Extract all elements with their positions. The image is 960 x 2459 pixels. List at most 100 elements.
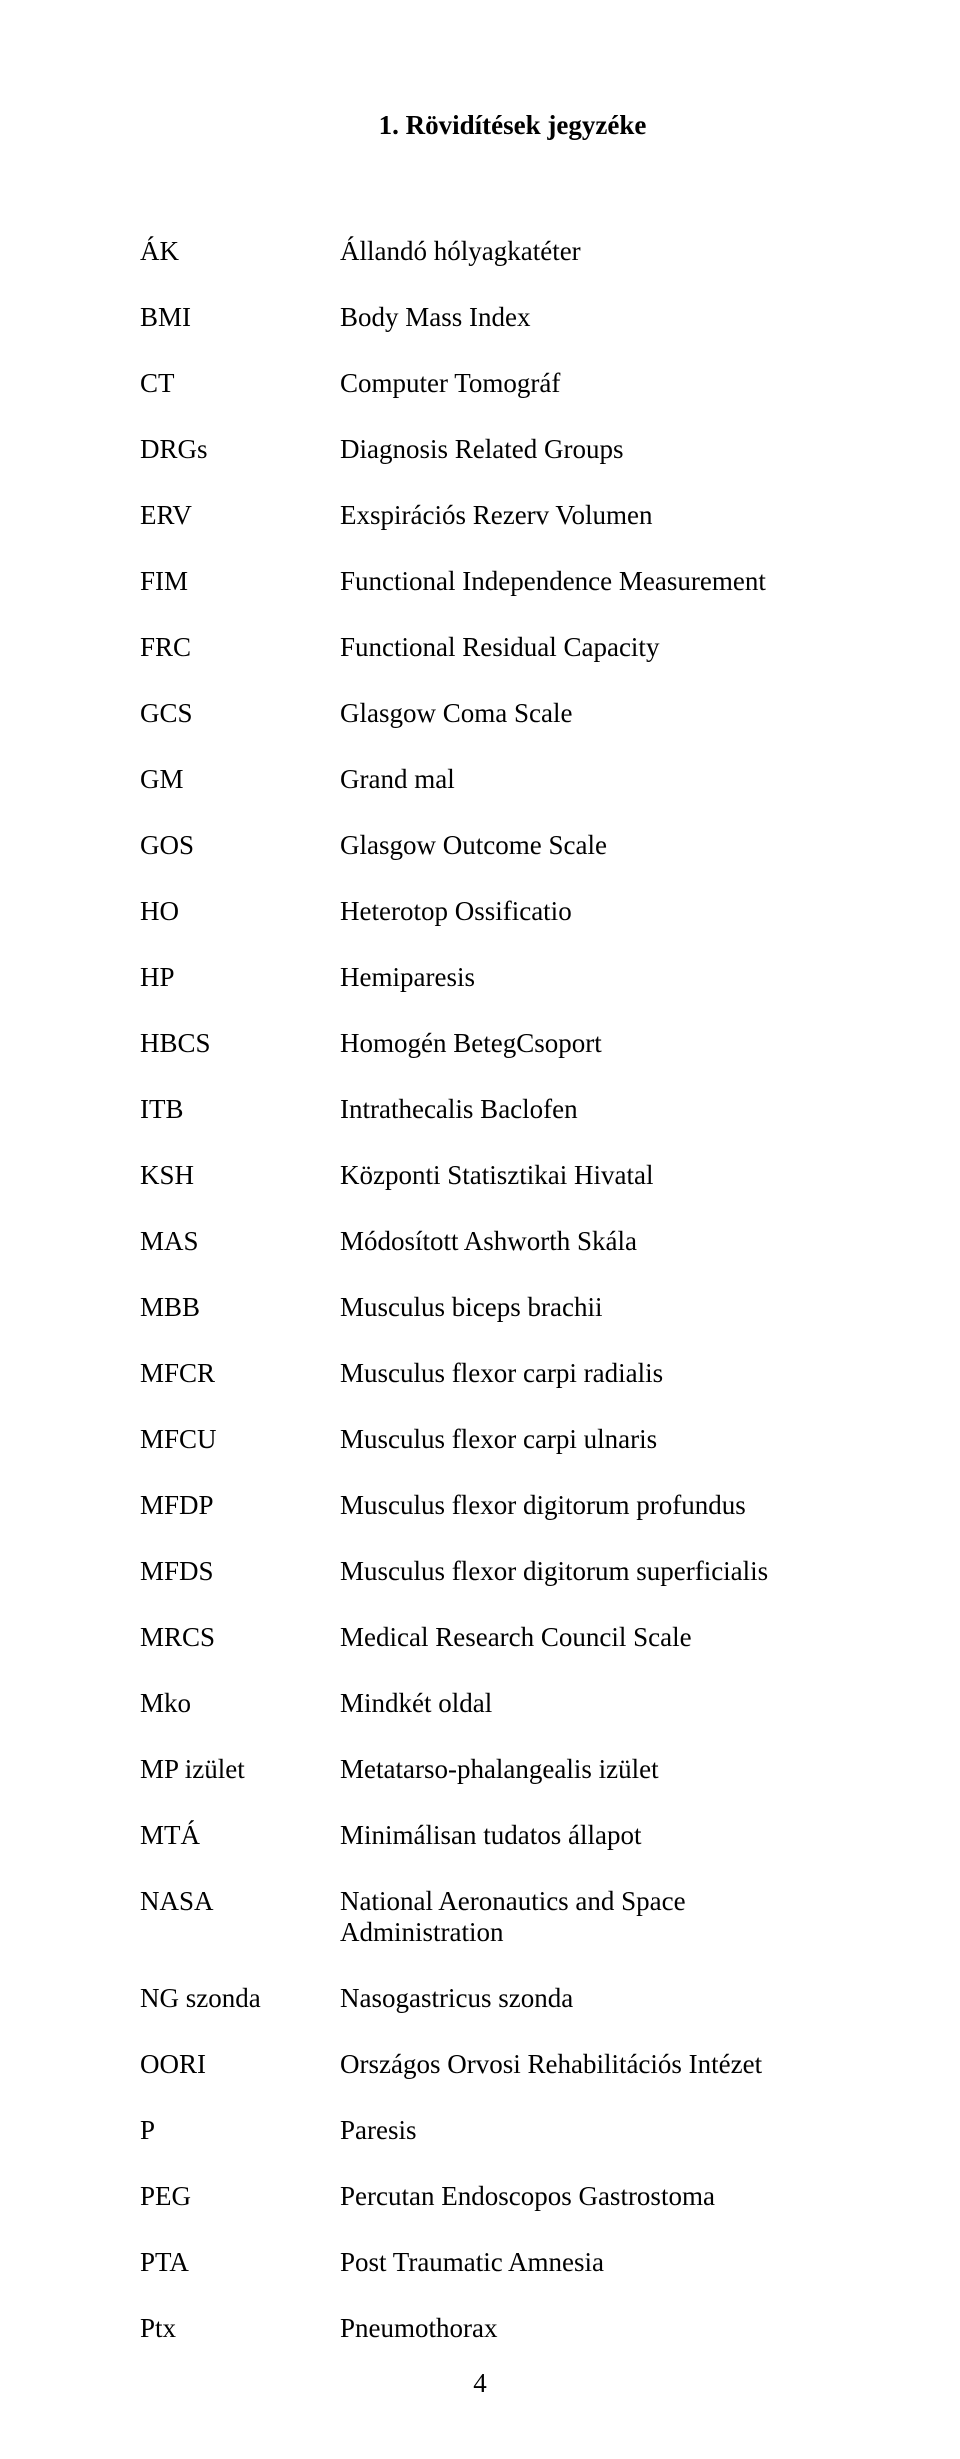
abbreviation-definition: Metatarso-phalangealis izület: [340, 1754, 845, 1785]
abbreviation-row: GMGrand mal: [140, 764, 845, 795]
document-title: 1. Rövidítések jegyzéke: [180, 110, 845, 141]
abbreviation-row: FIMFunctional Independence Measurement: [140, 566, 845, 597]
abbreviation-row: MRCSMedical Research Council Scale: [140, 1622, 845, 1653]
abbreviation-definition: Állandó hólyagkatéter: [340, 236, 845, 267]
abbreviation-row: ERVExspirációs Rezerv Volumen: [140, 500, 845, 531]
abbreviation-term: MFDS: [140, 1556, 340, 1587]
abbreviation-term: GCS: [140, 698, 340, 729]
abbreviation-definition: Functional Independence Measurement: [340, 566, 845, 597]
abbreviation-row: FRCFunctional Residual Capacity: [140, 632, 845, 663]
abbreviation-term: HBCS: [140, 1028, 340, 1059]
abbreviation-term: MBB: [140, 1292, 340, 1323]
abbreviation-term: ÁK: [140, 236, 340, 267]
abbreviation-definition: Homogén BetegCsoport: [340, 1028, 845, 1059]
abbreviation-definition: Exspirációs Rezerv Volumen: [340, 500, 845, 531]
abbreviation-row: MFDSMusculus flexor digitorum superficia…: [140, 1556, 845, 1587]
abbreviation-term: MAS: [140, 1226, 340, 1257]
abbreviation-row: HBCSHomogén BetegCsoport: [140, 1028, 845, 1059]
abbreviation-term: MP izület: [140, 1754, 340, 1785]
abbreviation-row: PParesis: [140, 2115, 845, 2146]
abbreviation-definition: Body Mass Index: [340, 302, 845, 333]
abbreviation-term: MFCU: [140, 1424, 340, 1455]
abbreviation-row: MkoMindkét oldal: [140, 1688, 845, 1719]
abbreviation-definition: Mindkét oldal: [340, 1688, 845, 1719]
abbreviation-definition: Glasgow Outcome Scale: [340, 830, 845, 861]
abbreviation-definition: Percutan Endoscopos Gastrostoma: [340, 2181, 845, 2212]
abbreviation-definition: Musculus flexor digitorum profundus: [340, 1490, 845, 1521]
abbreviation-row: NG szondaNasogastricus szonda: [140, 1983, 845, 2014]
page-number: 4: [0, 2368, 960, 2399]
abbreviation-row: MFDPMusculus flexor digitorum profundus: [140, 1490, 845, 1521]
abbreviation-term: GM: [140, 764, 340, 795]
abbreviation-term: FRC: [140, 632, 340, 663]
abbreviation-term: BMI: [140, 302, 340, 333]
abbreviation-term: NG szonda: [140, 1983, 340, 2014]
abbreviation-term: ERV: [140, 500, 340, 531]
abbreviation-row: DRGsDiagnosis Related Groups: [140, 434, 845, 465]
abbreviation-row: NASANational Aeronautics and Space Admin…: [140, 1886, 845, 1948]
abbreviation-row: ITBIntrathecalis Baclofen: [140, 1094, 845, 1125]
abbreviation-row: HPHemiparesis: [140, 962, 845, 993]
abbreviation-term: Mko: [140, 1688, 340, 1719]
abbreviation-term: KSH: [140, 1160, 340, 1191]
abbreviation-term: HP: [140, 962, 340, 993]
abbreviation-term: P: [140, 2115, 340, 2146]
abbreviation-definition: Post Traumatic Amnesia: [340, 2247, 845, 2278]
abbreviation-term: MRCS: [140, 1622, 340, 1653]
abbreviation-definition: Musculus flexor carpi radialis: [340, 1358, 845, 1389]
abbreviation-definition: Országos Orvosi Rehabilitációs Intézet: [340, 2049, 845, 2080]
abbreviation-row: GCSGlasgow Coma Scale: [140, 698, 845, 729]
abbreviation-row: PtxPneumothorax: [140, 2313, 845, 2344]
abbreviation-definition: Musculus biceps brachii: [340, 1292, 845, 1323]
abbreviation-row: MTÁMinimálisan tudatos állapot: [140, 1820, 845, 1851]
abbreviation-term: MFDP: [140, 1490, 340, 1521]
abbreviation-row: OORIOrszágos Orvosi Rehabilitációs Intéz…: [140, 2049, 845, 2080]
abbreviation-row: MFCUMusculus flexor carpi ulnaris: [140, 1424, 845, 1455]
abbreviation-row: HOHeterotop Ossificatio: [140, 896, 845, 927]
document-page: 1. Rövidítések jegyzéke ÁKÁllandó hólyag…: [0, 0, 960, 2459]
abbreviation-definition: National Aeronautics and Space Administr…: [340, 1886, 845, 1948]
abbreviation-definition: Nasogastricus szonda: [340, 1983, 845, 2014]
abbreviation-definition: Módosított Ashworth Skála: [340, 1226, 845, 1257]
abbreviation-definition: Glasgow Coma Scale: [340, 698, 845, 729]
abbreviation-row: GOSGlasgow Outcome Scale: [140, 830, 845, 861]
abbreviation-term: MTÁ: [140, 1820, 340, 1851]
abbreviation-term: PEG: [140, 2181, 340, 2212]
abbreviation-row: MFCRMusculus flexor carpi radialis: [140, 1358, 845, 1389]
abbreviation-term: MFCR: [140, 1358, 340, 1389]
abbreviation-row: CTComputer Tomográf: [140, 368, 845, 399]
abbreviation-definition: Központi Statisztikai Hivatal: [340, 1160, 845, 1191]
abbreviation-definition: Grand mal: [340, 764, 845, 795]
abbreviation-term: NASA: [140, 1886, 340, 1917]
abbreviation-term: Ptx: [140, 2313, 340, 2344]
abbreviation-definition: Diagnosis Related Groups: [340, 434, 845, 465]
abbreviation-row: MASMódosított Ashworth Skála: [140, 1226, 845, 1257]
abbreviation-definition: Medical Research Council Scale: [340, 1622, 845, 1653]
abbreviation-row: ÁKÁllandó hólyagkatéter: [140, 236, 845, 267]
abbreviation-row: PTAPost Traumatic Amnesia: [140, 2247, 845, 2278]
abbreviation-definition: Minimálisan tudatos állapot: [340, 1820, 845, 1851]
abbreviation-term: DRGs: [140, 434, 340, 465]
abbreviation-definition: Functional Residual Capacity: [340, 632, 845, 663]
abbreviation-row: MP izületMetatarso-phalangealis izület: [140, 1754, 845, 1785]
abbreviation-definition: Hemiparesis: [340, 962, 845, 993]
abbreviation-term: ITB: [140, 1094, 340, 1125]
abbreviation-row: KSHKözponti Statisztikai Hivatal: [140, 1160, 845, 1191]
abbreviation-row: PEGPercutan Endoscopos Gastrostoma: [140, 2181, 845, 2212]
abbreviation-definition: Musculus flexor digitorum superficialis: [340, 1556, 845, 1587]
abbreviation-term: PTA: [140, 2247, 340, 2278]
abbreviation-definition: Computer Tomográf: [340, 368, 845, 399]
abbreviation-definition: Paresis: [340, 2115, 845, 2146]
abbreviation-term: OORI: [140, 2049, 340, 2080]
abbreviation-term: HO: [140, 896, 340, 927]
abbreviation-list: ÁKÁllandó hólyagkatéter BMIBody Mass Inde…: [140, 236, 845, 2344]
abbreviation-definition: Pneumothorax: [340, 2313, 845, 2344]
abbreviation-row: MBBMusculus biceps brachii: [140, 1292, 845, 1323]
abbreviation-term: CT: [140, 368, 340, 399]
abbreviation-definition: Musculus flexor carpi ulnaris: [340, 1424, 845, 1455]
abbreviation-term: FIM: [140, 566, 340, 597]
abbreviation-definition: Heterotop Ossificatio: [340, 896, 845, 927]
abbreviation-definition: Intrathecalis Baclofen: [340, 1094, 845, 1125]
abbreviation-row: BMIBody Mass Index: [140, 302, 845, 333]
abbreviation-term: GOS: [140, 830, 340, 861]
